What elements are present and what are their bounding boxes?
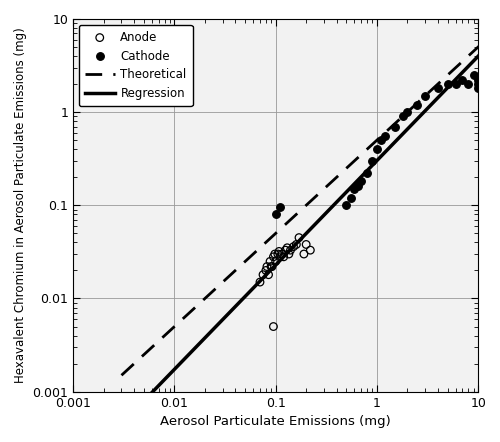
Anode	[300, 251, 308, 258]
Cathode	[377, 137, 385, 144]
Cathode	[342, 202, 350, 209]
Anode	[272, 258, 280, 265]
Cathode	[373, 146, 381, 153]
Cathode	[381, 133, 389, 140]
Anode	[302, 241, 310, 248]
Anode	[266, 258, 274, 265]
Anode	[286, 247, 294, 254]
Anode	[275, 248, 283, 255]
Anode	[290, 243, 298, 250]
Anode	[282, 247, 290, 254]
Cathode	[434, 85, 442, 92]
Anode	[274, 251, 282, 258]
Y-axis label: Hexavalent Chromium in Aerosol Particulate Emissions (mg): Hexavalent Chromium in Aerosol Particula…	[14, 27, 27, 383]
Anode	[263, 263, 271, 270]
Anode	[280, 253, 287, 260]
Cathode	[458, 76, 466, 84]
Cathode	[421, 92, 429, 99]
Anode	[283, 244, 291, 251]
Anode	[270, 323, 278, 330]
Anode	[267, 263, 275, 270]
Legend: Anode, Cathode, Theoretical, Regression: Anode, Cathode, Theoretical, Regression	[79, 25, 192, 107]
Cathode	[363, 170, 371, 177]
Cathode	[272, 211, 280, 218]
Cathode	[276, 204, 284, 211]
Anode	[295, 234, 303, 241]
Anode	[292, 241, 300, 248]
Anode	[264, 271, 272, 278]
Anode	[259, 271, 267, 278]
Anode	[270, 253, 278, 260]
Cathode	[354, 183, 362, 190]
Anode	[271, 251, 279, 258]
Cathode	[470, 72, 478, 79]
Anode	[268, 263, 276, 270]
Cathode	[474, 76, 482, 84]
X-axis label: Aerosol Particulate Emissions (mg): Aerosol Particulate Emissions (mg)	[160, 415, 391, 428]
Cathode	[404, 109, 411, 116]
Cathode	[444, 80, 452, 88]
Cathode	[464, 80, 472, 88]
Cathode	[413, 101, 421, 108]
Cathode	[474, 80, 482, 88]
Anode	[276, 253, 284, 260]
Anode	[256, 278, 264, 286]
Cathode	[474, 85, 482, 92]
Anode	[278, 251, 286, 258]
Cathode	[357, 178, 365, 185]
Anode	[306, 247, 314, 254]
Cathode	[452, 80, 460, 88]
Cathode	[391, 123, 399, 130]
Cathode	[368, 157, 376, 164]
Cathode	[350, 185, 358, 192]
Anode	[285, 251, 293, 258]
Cathode	[346, 194, 354, 202]
Anode	[262, 267, 270, 274]
Cathode	[399, 113, 407, 120]
